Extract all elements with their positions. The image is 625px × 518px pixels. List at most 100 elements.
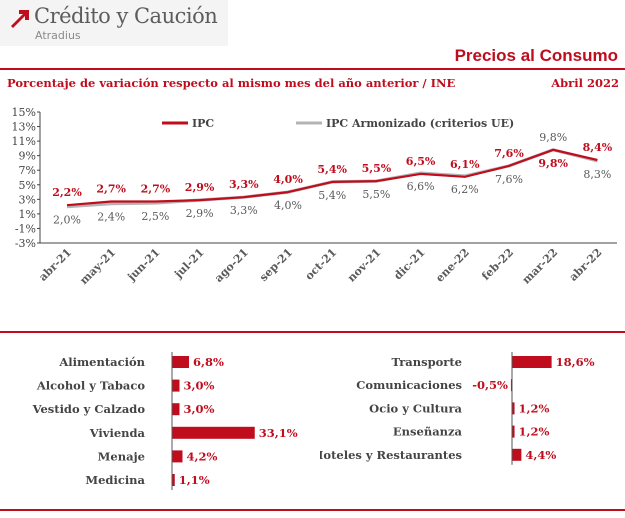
x-tick-label: oct-21 bbox=[303, 246, 340, 283]
y-tick-label: 15% bbox=[12, 106, 36, 119]
y-tick-label: 9% bbox=[19, 150, 36, 163]
ipc-data-label: 4,0% bbox=[273, 173, 303, 186]
logo-arrow-icon bbox=[11, 10, 29, 28]
ipc-data-label: 2,7% bbox=[141, 183, 171, 196]
y-tick-label: 7% bbox=[19, 164, 36, 177]
brand-subtitle: Atradius bbox=[35, 29, 81, 42]
ipc-data-label: 6,1% bbox=[450, 158, 480, 171]
ipca-data-label: 2,9% bbox=[186, 207, 214, 220]
ipc-line bbox=[66, 148, 598, 207]
bar-category-label: Transporte bbox=[392, 355, 462, 369]
ipc-data-label: 3,3% bbox=[229, 178, 259, 191]
bar-category-label: Ocio y Cultura bbox=[369, 401, 462, 415]
bar-value-label: 1,1% bbox=[179, 473, 210, 487]
bar bbox=[512, 448, 522, 461]
line-chart: 15%13%11%9%7%5%3%1%-1%-3% abr-21 may-21 ju… bbox=[12, 106, 617, 287]
bar bbox=[172, 450, 183, 463]
bar-category-label: Alimentación bbox=[58, 355, 145, 369]
ipca-data-label: 2,5% bbox=[141, 210, 169, 223]
bar-category-label: Menaje bbox=[98, 449, 145, 463]
bar bbox=[172, 403, 180, 416]
x-tick-label: nov-21 bbox=[345, 246, 384, 285]
ipc-data-label: 5,4% bbox=[317, 163, 347, 176]
y-tick-label: 3% bbox=[19, 193, 36, 206]
series-lines bbox=[66, 148, 598, 209]
x-tick-label: abr-22 bbox=[567, 246, 605, 284]
ipc-data-label: 7,6% bbox=[494, 147, 524, 160]
ipca-data-label: 9,8% bbox=[539, 131, 567, 144]
ipc-data-label: 2,7% bbox=[96, 183, 126, 196]
bar bbox=[172, 379, 180, 392]
ipca-data-label: 2,4% bbox=[97, 211, 125, 224]
x-tick-label: may-21 bbox=[77, 246, 118, 287]
x-tick-label: ene-22 bbox=[433, 246, 472, 285]
line-chart-axes bbox=[39, 112, 617, 244]
ipc-data-label: 8,4% bbox=[583, 141, 613, 154]
ipca-data-label: 6,6% bbox=[407, 180, 435, 193]
y-tick-label: 5% bbox=[19, 179, 36, 192]
bar-value-label: 4,4% bbox=[525, 448, 556, 462]
chart-legend: IPC IPC Armonizado (criterios UE) bbox=[162, 117, 514, 130]
bar-value-label: 3,0% bbox=[184, 402, 215, 416]
bar bbox=[172, 356, 189, 368]
bar-value-label: 3,0% bbox=[184, 379, 215, 393]
logo: Crédito y Caución Atradius bbox=[0, 0, 228, 46]
ipca-data-label: 6,2% bbox=[451, 183, 479, 196]
bar-category-label: Comunicaciones bbox=[356, 378, 462, 392]
bar-value-label: -0,5% bbox=[472, 378, 508, 392]
report-title: Precios al Consumo bbox=[454, 46, 618, 65]
ipc-data-label: 2,9% bbox=[185, 181, 215, 194]
legend-ipc-label: IPC bbox=[192, 117, 214, 130]
x-tick-label: ago-21 bbox=[212, 246, 251, 285]
category-bars-right: Transporte 18,6% Comunicaciones -0,5% Ocio y… bbox=[320, 352, 595, 465]
ipc-data-label: 2,2% bbox=[52, 186, 82, 199]
bar bbox=[510, 379, 512, 392]
bar-category-label: Medicina bbox=[85, 473, 145, 487]
bar bbox=[512, 425, 515, 438]
y-tick-label: 1% bbox=[19, 208, 36, 221]
bar-value-label: 18,6% bbox=[556, 355, 595, 369]
data-labels: 2,2% 2,7% 2,7% 2,9% 3,3% 4,0% 5,4% 5,5% 6,5% 6,1%… bbox=[52, 131, 613, 227]
chart-subtitle: Porcentaje de variación respecto al mism… bbox=[7, 76, 456, 90]
ipc-data-label: 6,5% bbox=[406, 155, 436, 168]
footer-divider bbox=[0, 509, 625, 511]
bar-value-label: 6,8% bbox=[193, 355, 224, 369]
ipca-data-label: 3,3% bbox=[230, 204, 258, 217]
report-period: Abril 2022 bbox=[551, 76, 619, 90]
bar-category-label: Vivienda bbox=[89, 426, 146, 440]
bar-category-label: Vestido y Calzado bbox=[32, 402, 146, 416]
y-tick-label: 13% bbox=[12, 121, 36, 134]
y-tick-label: -3% bbox=[15, 237, 36, 250]
x-tick-label: jun-21 bbox=[124, 246, 162, 284]
x-axis-labels: abr-21 may-21 jun-21 jul-21 ago-21 sep-21 oct-… bbox=[36, 246, 604, 287]
legend-ipca-label: IPC Armonizado (criterios UE) bbox=[326, 117, 514, 130]
bar bbox=[512, 356, 552, 368]
header-divider bbox=[0, 68, 625, 70]
ipc-data-label: 9,8% bbox=[538, 157, 568, 170]
bar bbox=[172, 426, 255, 439]
bar bbox=[512, 402, 515, 415]
bar-value-label: 33,1% bbox=[259, 426, 298, 440]
bar bbox=[172, 474, 175, 486]
x-tick-label: feb-22 bbox=[479, 246, 516, 283]
ipca-data-label: 4,0% bbox=[274, 199, 302, 212]
bar-category-label: Alcohol y Tabaco bbox=[36, 379, 145, 393]
bar-value-label: 1,2% bbox=[519, 425, 550, 439]
ipca-data-label: 7,6% bbox=[495, 173, 523, 186]
ipca-data-label: 2,0% bbox=[53, 214, 81, 227]
x-tick-label: jul-21 bbox=[171, 246, 206, 281]
section-divider bbox=[0, 331, 625, 333]
ipca-data-label: 5,5% bbox=[362, 188, 390, 201]
bar-category-label: Hoteles y Restaurantes bbox=[320, 448, 462, 462]
category-bars-left: Alimentación 6,8% Alcohol y Tabaco 3,0% Vest… bbox=[32, 352, 298, 490]
ipca-data-label: 8,3% bbox=[583, 168, 611, 181]
y-tick-label: 11% bbox=[12, 135, 36, 148]
x-tick-label: sep-21 bbox=[257, 246, 295, 284]
ipc-data-label: 5,5% bbox=[362, 162, 392, 175]
x-tick-label: mar-22 bbox=[520, 246, 561, 287]
x-tick-label: dic-21 bbox=[391, 246, 427, 282]
ipca-data-label: 5,4% bbox=[318, 189, 346, 202]
bar-value-label: 4,2% bbox=[187, 449, 218, 463]
bar-value-label: 1,2% bbox=[519, 401, 550, 415]
brand-name: Crédito y Caución bbox=[34, 4, 218, 28]
